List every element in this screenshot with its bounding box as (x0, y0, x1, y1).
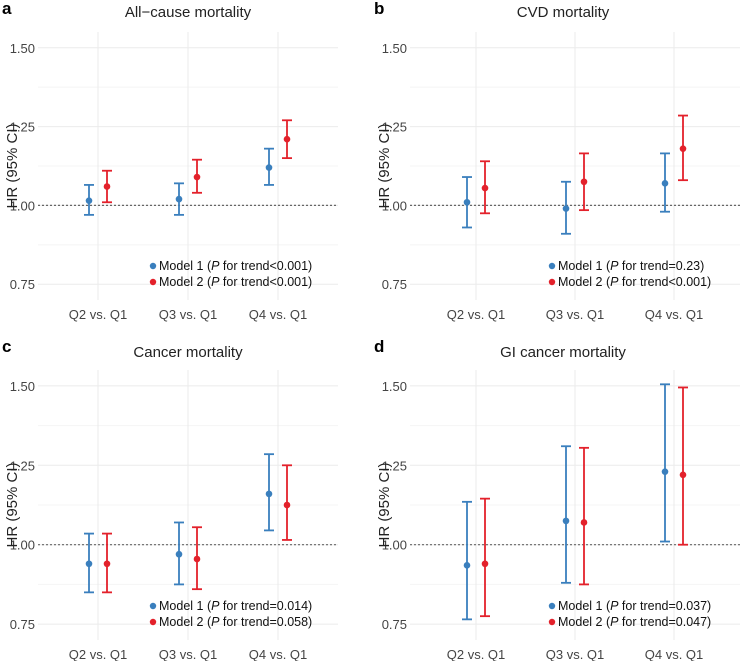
data-point (661, 468, 669, 475)
data-point (265, 164, 273, 171)
y-tick-label: 1.00 (10, 538, 35, 553)
data-point (562, 205, 570, 212)
data-point (562, 517, 570, 525)
data-point (283, 135, 291, 143)
x-tick-label: Q2 vs. Q1 (447, 647, 506, 661)
y-tick-label: 1.50 (382, 379, 407, 394)
y-tick-label: 1.25 (382, 120, 407, 135)
y-tick-label: 1.25 (10, 120, 35, 135)
data-point (580, 178, 588, 186)
legend-entry: Model 1 (P for trend=0.23) (558, 259, 704, 273)
panel-title: All−cause mortality (125, 4, 252, 21)
y-tick-label: 1.25 (10, 458, 35, 473)
legend-entry: Model 1 (P for trend=0.037) (558, 599, 711, 613)
legend-entry: Model 2 (P for trend<0.001) (159, 275, 312, 289)
x-tick-label: Q2 vs. Q1 (69, 307, 128, 322)
y-tick-label: 1.50 (10, 379, 35, 394)
legend-marker (149, 602, 157, 610)
panel-letter: d (374, 337, 384, 356)
data-point (580, 519, 588, 526)
y-tick-label: 1.50 (382, 41, 407, 56)
data-point (103, 183, 111, 190)
y-tick-label: 0.75 (382, 617, 407, 632)
x-tick-label: Q2 vs. Q1 (69, 647, 128, 661)
panel-title: Cancer mortality (133, 344, 243, 361)
panel-a: 0.75 1.00 1.25 1.50 Q2 vs. Q1 Q3 vs. Q1 Q4 vs.… (2, 0, 338, 322)
data-point (661, 180, 669, 187)
y-axis-label: HR (95% CI) (4, 462, 21, 547)
data-point (265, 490, 273, 498)
y-tick-label: 0.75 (10, 617, 35, 632)
y-tick-label: 0.75 (10, 277, 35, 292)
x-tick-label: Q2 vs. Q1 (447, 307, 506, 322)
legend-entry: Model 1 (P for trend<0.001) (159, 259, 312, 273)
panel-title: GI cancer mortality (500, 344, 626, 361)
x-tick-label: Q3 vs. Q1 (546, 307, 605, 322)
data-point (85, 197, 93, 204)
x-tick-label: Q3 vs. Q1 (159, 307, 218, 322)
y-tick-label: 1.00 (10, 198, 35, 213)
data-point (193, 555, 201, 563)
y-tick-label: 0.75 (382, 277, 407, 292)
panel-letter: b (374, 0, 384, 18)
data-point (175, 195, 183, 203)
legend-marker (149, 262, 157, 270)
panel-d: 0.75 1.00 1.25 1.50 Q2 vs. Q1 Q3 vs. Q1 Q4 vs.… (374, 337, 740, 661)
data-point (481, 184, 489, 192)
panel-c: 0.75 1.00 1.25 1.50 Q2 vs. Q1 Q3 vs. Q1 Q4 vs.… (2, 337, 338, 661)
data-point (103, 560, 111, 568)
data-point (481, 560, 489, 568)
y-tick-label: 1.50 (10, 41, 35, 56)
y-tick-label: 1.00 (382, 198, 407, 213)
data-point (679, 145, 687, 152)
data-point (463, 562, 471, 569)
panel-letter: c (2, 337, 11, 356)
x-tick-label: Q4 vs. Q1 (645, 307, 704, 322)
legend-marker (149, 618, 157, 626)
legend-marker (548, 618, 556, 626)
data-point (85, 560, 93, 568)
legend-marker (548, 278, 556, 286)
x-tick-label: Q4 vs. Q1 (249, 307, 308, 322)
y-tick-label: 1.25 (382, 458, 407, 473)
x-tick-label: Q3 vs. Q1 (546, 647, 605, 661)
y-axis-label: HR (95% CI) (376, 123, 393, 208)
panel-letter: a (2, 0, 12, 18)
legend-marker (149, 278, 157, 286)
y-tick-label: 1.00 (382, 538, 407, 553)
legend-entry: Model 2 (P for trend=0.058) (159, 615, 312, 629)
panel-b: 0.75 1.00 1.25 1.50 Q2 vs. Q1 Q3 vs. Q1 Q4 vs.… (374, 0, 740, 322)
panel-title: CVD mortality (517, 4, 610, 21)
legend-entry: Model 1 (P for trend=0.014) (159, 599, 312, 613)
data-point (463, 198, 471, 206)
x-tick-label: Q4 vs. Q1 (249, 647, 308, 661)
y-axis-label: HR (95% CI) (4, 123, 21, 208)
legend-entry: Model 2 (P for trend<0.001) (558, 275, 711, 289)
y-axis-label: HR (95% CI) (376, 462, 393, 547)
x-tick-label: Q4 vs. Q1 (645, 647, 704, 661)
x-tick-label: Q3 vs. Q1 (159, 647, 218, 661)
legend-marker (548, 602, 556, 610)
data-point (193, 173, 201, 181)
data-point (175, 550, 183, 558)
legend-marker (548, 262, 556, 270)
data-point (283, 501, 291, 509)
data-point (679, 471, 687, 479)
legend-entry: Model 2 (P for trend=0.047) (558, 615, 711, 629)
